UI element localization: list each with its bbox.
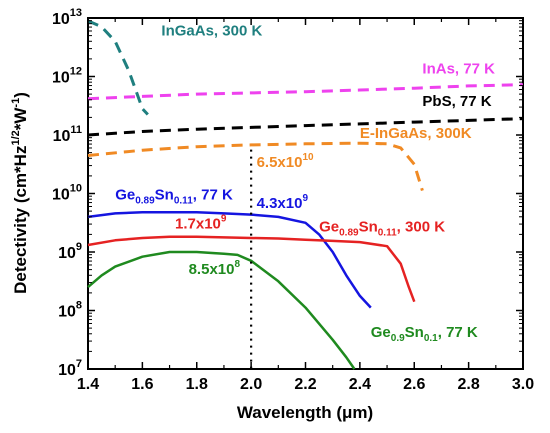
x-tick-label-4: 2.2 <box>294 376 316 393</box>
x-tick-label-1: 1.6 <box>131 376 153 393</box>
series-label-gesn01_77: Ge0.9Sn0.1, 77 K <box>371 324 478 344</box>
x-tick-label-5: 2.4 <box>349 376 371 393</box>
series-pbs-line <box>87 117 524 137</box>
label-layer: InGaAs, 300 K InAs, 77 K PbS, 77 K E-InGaAs… <box>115 23 495 344</box>
y-title-end: ) <box>11 92 30 98</box>
y-title-exp2: -1 <box>10 98 22 108</box>
series-label-gesn011_300: Ge0.89Sn0.11, 300 K <box>319 219 445 239</box>
value-label-v85: 8.5x108 <box>189 259 241 278</box>
series-gesn01_77-line <box>87 250 356 370</box>
value-label-v43: 4.3x109 <box>257 193 309 212</box>
y-axis-title: Detectivity (cm*Hz1/2*W-1) <box>10 92 30 294</box>
series-label-inas: InAs, 77 K <box>422 61 495 78</box>
x-tick-label-7: 2.8 <box>458 376 480 393</box>
x-tick-label-0: 1.4 <box>77 376 99 393</box>
series-label-pbs: PbS, 77 K <box>422 93 491 110</box>
y-title-mid: *W <box>11 107 30 131</box>
plot-area: InGaAs, 300 K InAs, 77 K PbS, 77 K E-InGaAs… <box>87 17 524 370</box>
y-tick-label-2: 109 <box>58 241 82 262</box>
y-tick-label-4: 1011 <box>53 124 82 145</box>
x-tick-label-2: 1.8 <box>186 376 208 393</box>
series-gesn011_77-line <box>87 210 372 309</box>
series-label-ingaas: InGaAs, 300 K <box>161 23 262 40</box>
series-eingaas-line <box>87 141 424 192</box>
y-axis: 107 108 109 1010 1011 1012 1013 <box>52 7 523 379</box>
y-tick-label-1: 108 <box>58 300 82 321</box>
series-layer <box>87 19 524 370</box>
y-tick-label-5: 1012 <box>52 66 82 87</box>
y-tick-label-3: 1010 <box>52 183 82 204</box>
y-title-exp1: 1/2 <box>10 130 22 145</box>
series-gesn011_300-line <box>87 235 416 303</box>
x-tick-label-6: 2.6 <box>403 376 425 393</box>
series-label-eingaas: E-InGaAs, 300K <box>360 125 472 142</box>
series-inas-line <box>87 83 524 101</box>
series-label-gesn011_77: Ge0.89Sn0.11, 77 K <box>115 186 233 206</box>
value-label-v17: 1.7x109 <box>175 214 227 233</box>
x-axis: 1.4 1.6 1.8 2.0 2.2 2.4 2.6 2.8 3.0 <box>77 18 534 393</box>
value-label-v65: 6.5x1010 <box>257 152 314 171</box>
x-tick-label-3: 2.0 <box>240 376 262 393</box>
y-title-main: Detectivity (cm*Hz <box>11 146 30 294</box>
x-axis-title: Wavelength (μm) <box>237 403 373 422</box>
x-tick-label-8: 3.0 <box>512 376 534 393</box>
y-tick-label-6: 1013 <box>52 7 82 28</box>
series-ingaas-line <box>87 19 149 116</box>
y-tick-label-0: 107 <box>58 358 82 379</box>
